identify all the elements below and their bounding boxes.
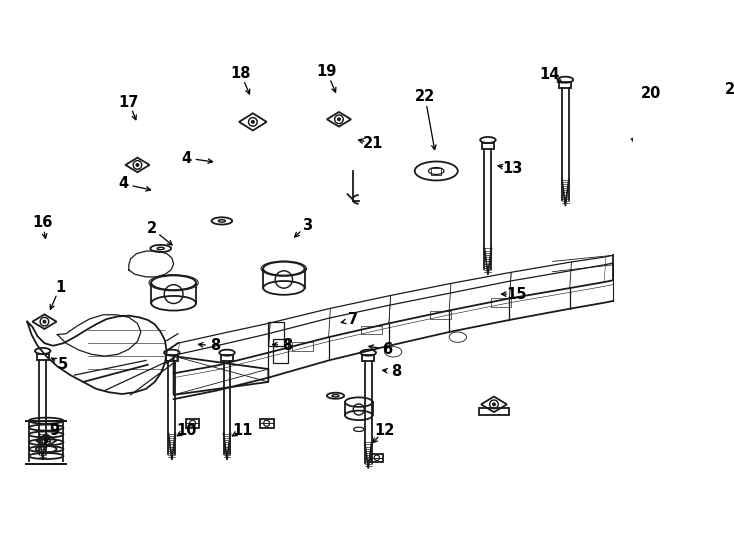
Circle shape: [43, 320, 46, 323]
Bar: [362, 355, 374, 361]
Text: 8: 8: [390, 364, 401, 379]
Bar: [292, 342, 313, 350]
Text: 4: 4: [181, 151, 192, 166]
Text: 17: 17: [119, 94, 139, 110]
Bar: [269, 322, 284, 346]
Text: 10: 10: [176, 423, 197, 438]
Text: 11: 11: [232, 423, 252, 438]
Text: 12: 12: [374, 423, 395, 438]
Text: 16: 16: [32, 215, 53, 230]
Text: 19: 19: [316, 64, 337, 79]
Text: 7: 7: [348, 313, 357, 327]
Text: 8: 8: [210, 338, 220, 353]
Text: 6: 6: [382, 342, 392, 357]
Text: 2: 2: [147, 221, 157, 236]
Bar: [479, 408, 509, 415]
Circle shape: [338, 118, 341, 120]
Bar: [361, 326, 382, 334]
Circle shape: [136, 164, 139, 166]
Circle shape: [493, 403, 495, 406]
Circle shape: [252, 120, 254, 123]
Text: 18: 18: [230, 66, 251, 81]
Circle shape: [45, 439, 48, 442]
Text: 3: 3: [302, 218, 312, 233]
Text: 23: 23: [725, 82, 734, 97]
Bar: [166, 355, 178, 361]
Text: 15: 15: [506, 287, 526, 302]
Bar: [482, 143, 494, 148]
Bar: [490, 299, 511, 307]
Bar: [37, 354, 48, 360]
Bar: [260, 419, 274, 428]
Bar: [559, 82, 572, 89]
Text: 1: 1: [55, 280, 65, 295]
Bar: [431, 168, 441, 176]
Bar: [272, 339, 288, 363]
Text: 21: 21: [363, 136, 384, 151]
Text: 20: 20: [642, 86, 662, 101]
Text: 14: 14: [539, 67, 559, 82]
Text: 5: 5: [58, 357, 68, 372]
Text: 22: 22: [415, 90, 435, 104]
Text: 9: 9: [50, 423, 60, 438]
Text: 13: 13: [502, 161, 522, 176]
Bar: [371, 454, 383, 462]
Text: 4: 4: [119, 177, 128, 191]
Bar: [430, 310, 451, 319]
Text: 8: 8: [282, 338, 292, 353]
Bar: [221, 355, 233, 361]
Bar: [186, 419, 200, 428]
